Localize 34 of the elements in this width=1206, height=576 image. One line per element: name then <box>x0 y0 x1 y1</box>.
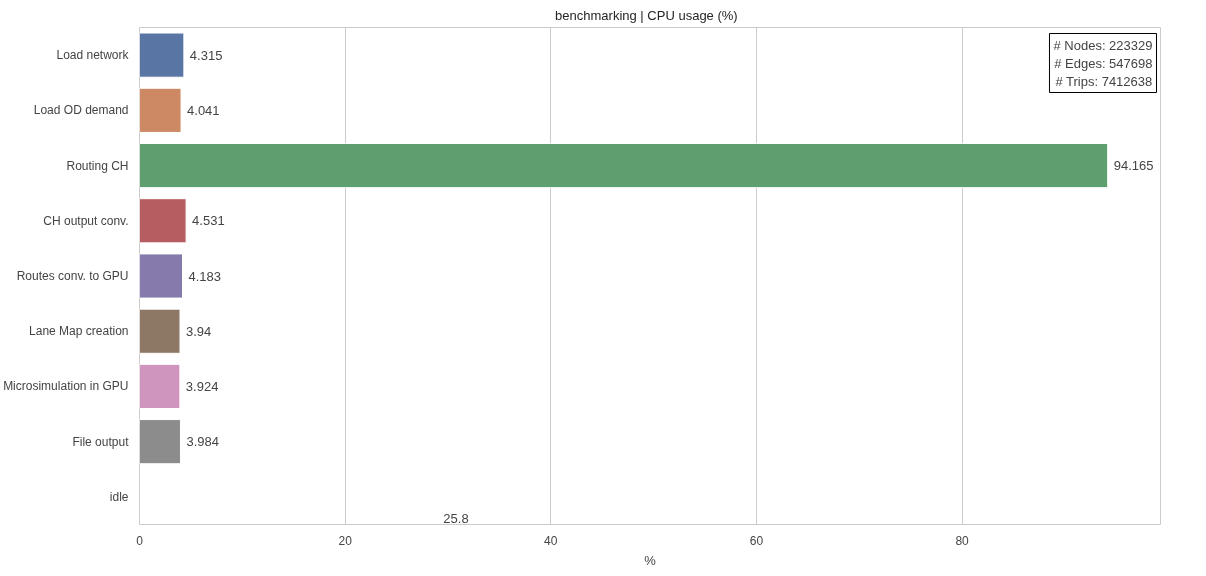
data-label: 3.924 <box>185 378 219 394</box>
y-tick-label: Routing CH <box>66 158 129 173</box>
data-label: 94.165 <box>1113 158 1154 174</box>
bar <box>139 87 182 133</box>
bar <box>139 419 181 465</box>
data-label: 4.531 <box>192 213 225 229</box>
data-label: 4.315 <box>189 47 223 63</box>
y-tick-label: CH output conv. <box>43 213 129 228</box>
annotation: # Nodes: 223329 # Edges: 547698 # Trips: 7412638 <box>1053 37 1153 89</box>
y-tick-label: idle <box>109 489 129 504</box>
x-tick-label: 40 <box>544 533 558 548</box>
bar <box>139 253 184 299</box>
x-tick-label: 60 <box>749 533 764 548</box>
bar <box>139 198 187 244</box>
x-tick-label: 20 <box>338 533 353 548</box>
annotation: 25.8 <box>443 510 469 526</box>
data-label: 4.041 <box>187 102 220 118</box>
y-tick-label: Microsimulation in GPU <box>3 379 129 394</box>
data-label: 3.984 <box>186 434 220 450</box>
bar <box>139 308 181 354</box>
x-tick-label: 0 <box>136 533 144 548</box>
y-tick-label: Load network <box>56 48 130 63</box>
y-tick-label: File output <box>72 434 130 449</box>
chart-title: benchmarking | CPU usage (%) <box>555 7 738 23</box>
bar <box>139 363 181 410</box>
x-axis-title: % <box>644 552 657 568</box>
bar <box>139 32 185 78</box>
y-tick-label: Lane Map creation <box>29 324 129 339</box>
y-tick-label: Routes conv. to GPU <box>16 269 129 283</box>
x-tick-label: 80 <box>955 533 970 548</box>
y-tick-label: Load OD demand <box>33 103 129 118</box>
data-label: 3.94 <box>186 323 212 339</box>
bar <box>139 142 1109 189</box>
data-label: 4.183 <box>188 268 222 284</box>
